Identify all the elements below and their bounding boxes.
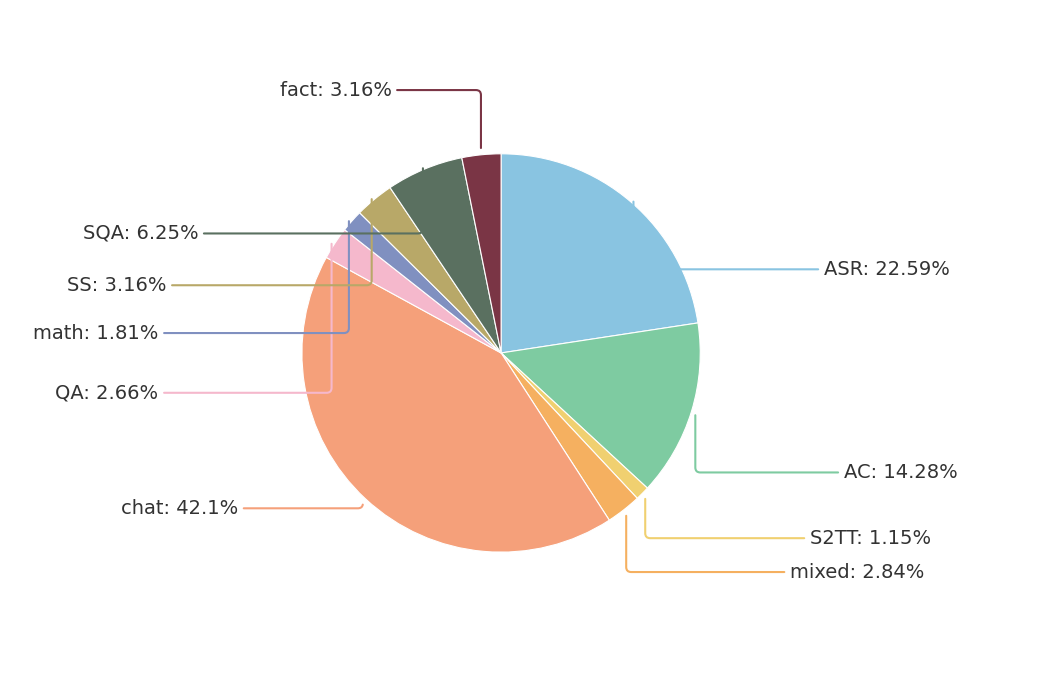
Text: QA: 2.66%: QA: 2.66% xyxy=(55,244,331,402)
Text: ASR: 22.59%: ASR: 22.59% xyxy=(634,202,949,279)
Text: mixed: 2.84%: mixed: 2.84% xyxy=(626,516,924,582)
Wedge shape xyxy=(462,154,501,353)
Wedge shape xyxy=(390,158,501,353)
Wedge shape xyxy=(326,230,501,353)
Wedge shape xyxy=(501,353,638,520)
Wedge shape xyxy=(501,154,698,353)
Text: SS: 3.16%: SS: 3.16% xyxy=(67,199,372,295)
Text: chat: 42.1%: chat: 42.1% xyxy=(121,499,363,518)
Text: AC: 14.28%: AC: 14.28% xyxy=(695,415,958,482)
Text: fact: 3.16%: fact: 3.16% xyxy=(279,80,481,148)
Wedge shape xyxy=(501,353,647,498)
Wedge shape xyxy=(345,213,501,353)
Wedge shape xyxy=(302,257,610,552)
Text: S2TT: 1.15%: S2TT: 1.15% xyxy=(645,499,931,547)
Text: math: 1.81%: math: 1.81% xyxy=(33,221,349,342)
Wedge shape xyxy=(501,323,700,488)
Wedge shape xyxy=(359,187,501,353)
Text: SQA: 6.25%: SQA: 6.25% xyxy=(82,168,423,243)
